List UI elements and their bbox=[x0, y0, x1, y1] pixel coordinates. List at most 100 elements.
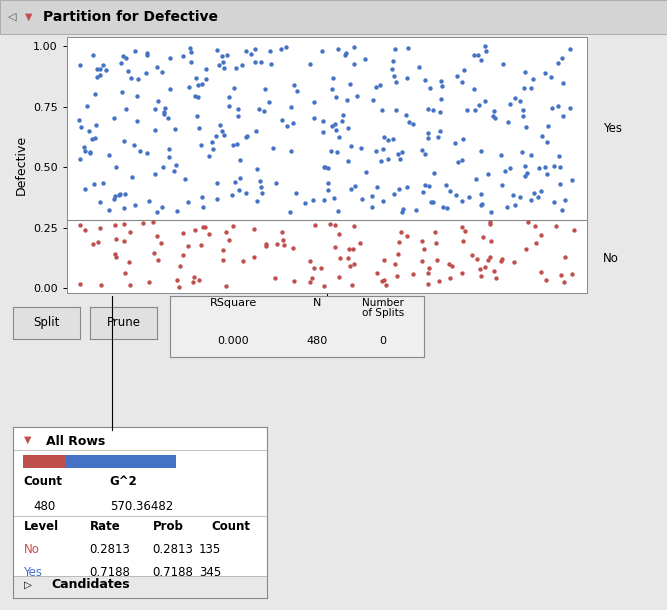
Point bbox=[442, 203, 452, 212]
Point bbox=[367, 192, 378, 201]
Point bbox=[111, 162, 121, 171]
Point bbox=[87, 239, 98, 249]
Point bbox=[234, 174, 245, 184]
Text: 570.36482: 570.36482 bbox=[109, 500, 173, 514]
Point bbox=[344, 244, 354, 254]
Point bbox=[541, 137, 552, 147]
Point bbox=[228, 221, 239, 231]
Point bbox=[113, 190, 124, 200]
Point bbox=[89, 179, 99, 189]
Point bbox=[221, 281, 231, 291]
Point bbox=[157, 68, 167, 77]
Text: G^2: G^2 bbox=[109, 475, 137, 488]
Point bbox=[388, 56, 398, 66]
Point bbox=[371, 146, 382, 156]
Text: Count: Count bbox=[23, 475, 63, 488]
Point bbox=[516, 148, 527, 157]
Point bbox=[255, 176, 265, 186]
Point bbox=[163, 113, 173, 123]
Point bbox=[319, 281, 329, 290]
Point bbox=[555, 179, 566, 188]
Point bbox=[144, 196, 155, 206]
Point bbox=[483, 168, 494, 178]
Point bbox=[349, 59, 360, 68]
Point bbox=[432, 255, 442, 265]
Point bbox=[109, 113, 119, 123]
Point bbox=[558, 77, 568, 87]
Point bbox=[485, 253, 496, 262]
Point bbox=[309, 97, 319, 107]
Point bbox=[220, 227, 231, 237]
Point bbox=[383, 135, 394, 145]
Text: 0.2813: 0.2813 bbox=[89, 543, 130, 556]
Point bbox=[84, 148, 95, 158]
Point bbox=[177, 229, 188, 239]
Point bbox=[96, 280, 107, 290]
Point bbox=[334, 273, 345, 282]
Point bbox=[212, 45, 223, 54]
Point bbox=[291, 188, 301, 198]
Point bbox=[424, 264, 435, 273]
Point bbox=[140, 68, 151, 78]
Point bbox=[279, 240, 289, 250]
Point bbox=[342, 95, 352, 105]
Point bbox=[521, 245, 532, 254]
Point bbox=[502, 202, 512, 212]
Point bbox=[434, 276, 444, 286]
Point bbox=[75, 220, 85, 230]
Point bbox=[475, 146, 486, 156]
Point bbox=[75, 60, 86, 70]
Point bbox=[403, 43, 414, 52]
Point bbox=[307, 273, 317, 282]
Point bbox=[423, 104, 434, 113]
Point bbox=[388, 134, 399, 143]
Point bbox=[518, 112, 528, 121]
Point bbox=[390, 44, 400, 54]
Point bbox=[158, 162, 169, 172]
Point bbox=[233, 111, 243, 121]
Point bbox=[525, 195, 536, 205]
Point bbox=[211, 132, 221, 142]
Point bbox=[119, 203, 129, 213]
Point bbox=[265, 46, 275, 56]
Point bbox=[250, 57, 261, 67]
Point bbox=[349, 259, 360, 269]
Point bbox=[93, 237, 103, 246]
Point bbox=[486, 207, 496, 217]
Point bbox=[237, 256, 248, 266]
Point bbox=[428, 197, 439, 207]
Point bbox=[212, 194, 223, 204]
Point bbox=[498, 59, 509, 68]
Point bbox=[520, 171, 531, 181]
Point bbox=[486, 236, 496, 246]
Point bbox=[110, 191, 121, 201]
Point bbox=[431, 238, 442, 248]
Point bbox=[445, 187, 456, 196]
Point bbox=[423, 133, 434, 143]
Point bbox=[207, 137, 217, 146]
Point bbox=[125, 73, 136, 82]
Point bbox=[95, 64, 105, 74]
Point bbox=[368, 95, 378, 104]
Point bbox=[518, 105, 528, 115]
Point bbox=[462, 106, 472, 115]
Point bbox=[456, 223, 467, 232]
Point bbox=[532, 192, 543, 202]
Point bbox=[116, 58, 127, 68]
Point bbox=[528, 74, 539, 84]
Point bbox=[219, 130, 229, 140]
Point bbox=[420, 179, 430, 189]
Point bbox=[307, 195, 318, 205]
Point bbox=[356, 143, 366, 153]
Text: Partition for Defective: Partition for Defective bbox=[43, 10, 218, 24]
Point bbox=[380, 280, 391, 290]
Point bbox=[357, 195, 368, 204]
Point bbox=[496, 151, 507, 160]
Point bbox=[520, 162, 530, 171]
Point bbox=[352, 91, 363, 101]
Point bbox=[430, 227, 440, 237]
Point bbox=[390, 259, 400, 269]
Point bbox=[450, 190, 461, 200]
Point bbox=[445, 273, 456, 282]
Point bbox=[550, 221, 561, 231]
